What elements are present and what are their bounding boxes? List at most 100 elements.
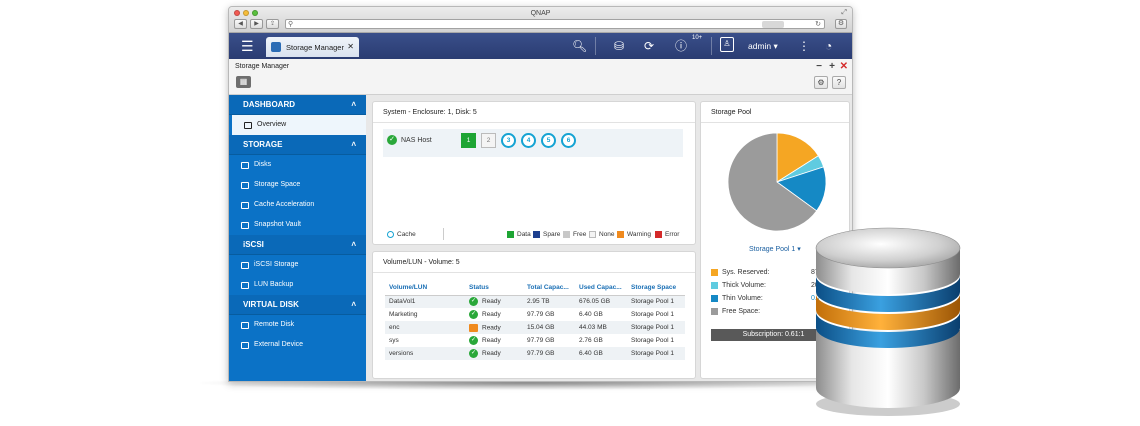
table-row[interactable]: versions ✓ Ready 97.79 GB 6.40 GB Storage… (385, 347, 685, 360)
hamburger-menu-icon[interactable]: ☰ (241, 38, 254, 54)
back-button[interactable]: ◀ (234, 19, 247, 29)
dashboard-gauge-icon[interactable]: ◔ (825, 39, 833, 53)
table-header-row: Volume/LUN Status Total Capac... Used Ca… (385, 280, 685, 296)
column-header[interactable]: Used Capac... (575, 280, 627, 296)
table-row[interactable]: enc Ready 15.04 GB 44.03 MB Storage Pool… (385, 321, 685, 334)
legend-label: None (599, 231, 615, 238)
lock-icon (469, 323, 478, 332)
tasks-icon[interactable]: ⛁ (614, 39, 625, 53)
storage-pool-title: Storage Pool (711, 109, 752, 116)
pie-slice-free-space (727, 132, 818, 232)
search-icon[interactable]: 🔍︎ (572, 39, 588, 53)
disk-bay[interactable]: 2 (481, 133, 496, 148)
sidebar-item-label: LUN Backup (254, 281, 294, 288)
section-title: DASHBOARD (243, 100, 295, 109)
legend-none: None (589, 231, 615, 238)
reload-icon[interactable]: ↻ (815, 21, 821, 28)
table-row[interactable]: Marketing ✓ Ready 97.79 GB 6.40 GB Storag… (385, 308, 685, 321)
disk-bay[interactable]: 1 (461, 133, 476, 148)
sidebar-item-iscsi-storage[interactable]: iSCSI Storage (229, 255, 366, 275)
column-header[interactable]: Storage Space (627, 280, 685, 296)
user-menu[interactable]: admin ▾ (748, 41, 778, 51)
storage-pool-pie-chart (727, 132, 827, 232)
disk-bay[interactable]: 4 (521, 133, 536, 148)
sidebar-item-cache-acceleration[interactable]: Cache Acceleration (229, 195, 366, 215)
check-circle-icon: ✓ (469, 336, 478, 345)
remote-disk-icon (241, 321, 249, 329)
share-button[interactable]: ⇪ (266, 19, 279, 29)
minimize-window-button[interactable] (243, 10, 249, 16)
cache-ring-icon (387, 231, 394, 238)
table-row[interactable]: sys ✓ Ready 97.79 GB 2.76 GB Storage Pool… (385, 334, 685, 347)
settings-gear-button[interactable]: ⚙ (814, 76, 828, 89)
nas-host-label: NAS Host (401, 137, 432, 144)
sidebar-section-virtual-disk[interactable]: VIRTUAL DISK ˄ (229, 295, 366, 315)
disk-bay[interactable]: 3 (501, 133, 516, 148)
storage-pool-dropdown[interactable]: Storage Pool 1 ▾ (749, 246, 801, 253)
legend-swatch (533, 231, 540, 238)
sync-icon[interactable]: ⟳ (644, 39, 655, 53)
table-row[interactable]: DataVol1 ✓ Ready 2.95 TB 676.05 GB Storag… (385, 295, 685, 308)
forward-button[interactable]: ▶ (250, 19, 263, 29)
sidebar-section-storage[interactable]: STORAGE ˄ (229, 135, 366, 155)
window-controls (234, 10, 258, 16)
divider (373, 272, 695, 273)
minimize-icon[interactable]: − (816, 61, 822, 72)
zoom-window-button[interactable] (252, 10, 258, 16)
legend-swatch (563, 231, 570, 238)
sidebar-section-iscsi[interactable]: iSCSI ˄ (229, 235, 366, 255)
overview-icon (244, 121, 252, 129)
sidebar-item-overview[interactable]: Overview (229, 115, 366, 135)
address-bar[interactable]: ⚲ ↻ (285, 19, 825, 29)
browser-titlebar: QNAP ⤢ ◀ ▶ ⇪ ⚲ ↻ ⚙ (229, 7, 852, 33)
volume-table: Volume/LUN Status Total Capac... Used Ca… (385, 280, 685, 360)
check-circle-icon: ✓ (469, 310, 478, 319)
cache-icon (241, 201, 249, 209)
disk-bay[interactable]: 6 (561, 133, 576, 148)
notifications-icon[interactable]: ⓘ (675, 39, 688, 53)
check-circle-icon: ✓ (469, 297, 478, 307)
sidebar-item-storage-space[interactable]: Storage Space (229, 175, 366, 195)
status-text: Ready (482, 350, 501, 358)
volume-name: versions (385, 347, 465, 360)
close-icon[interactable]: ✕ (839, 61, 848, 72)
column-header[interactable]: Volume/LUN (385, 280, 465, 296)
used-capacity: 2.76 GB (579, 337, 603, 344)
sidebar-item-lun-backup[interactable]: LUN Backup (229, 275, 366, 295)
legend-swatch (711, 295, 718, 302)
maximize-icon[interactable]: + (829, 61, 835, 72)
address-extension[interactable] (762, 21, 784, 28)
browser-settings-button[interactable]: ⚙ (835, 19, 847, 29)
fullscreen-icon[interactable]: ⤢ (841, 9, 847, 16)
tab-storage-manager[interactable]: Storage Manager ✕ (266, 37, 359, 57)
total-capacity: 2.95 TB (523, 295, 575, 308)
help-button[interactable]: ? (832, 76, 846, 89)
backup-icon (241, 281, 249, 289)
legend-label: Thin Volume: (722, 295, 763, 302)
legend-swatch (655, 231, 662, 238)
column-header[interactable]: Total Capac... (523, 280, 575, 296)
more-options-icon[interactable]: ⋮ (798, 39, 810, 53)
volume-panel-title: Volume/LUN - Volume: 5 (383, 259, 460, 266)
section-title: STORAGE (243, 140, 283, 149)
legend-label: Thick Volume: (722, 282, 766, 289)
total-capacity: 97.79 GB (527, 311, 555, 318)
user-avatar-icon[interactable]: ♙ (720, 37, 734, 52)
sidebar-item-snapshot-vault[interactable]: Snapshot Vault (229, 215, 366, 235)
tab-close-icon[interactable]: ✕ (347, 42, 354, 51)
sidebar-item-remote-disk[interactable]: Remote Disk (229, 315, 366, 335)
sidebar-item-label: External Device (254, 341, 304, 348)
view-toggle-icon[interactable]: ▦ (236, 76, 251, 88)
disk-bay[interactable]: 5 (541, 133, 556, 148)
toolbar-divider (711, 37, 712, 55)
column-header[interactable]: Status (465, 280, 523, 296)
chevron-up-icon: ˄ (351, 100, 356, 109)
close-window-button[interactable] (234, 10, 240, 16)
legend-label: Spare (543, 231, 561, 238)
toolbar-divider (595, 37, 596, 55)
sidebar-section-dashboard[interactable]: DASHBOARD ˄ (229, 95, 366, 115)
legend-spare: Spare (533, 231, 560, 238)
legend-label: Data (517, 231, 531, 238)
sidebar-item-external-device[interactable]: External Device (229, 335, 366, 355)
sidebar-item-disks[interactable]: Disks (229, 155, 366, 175)
